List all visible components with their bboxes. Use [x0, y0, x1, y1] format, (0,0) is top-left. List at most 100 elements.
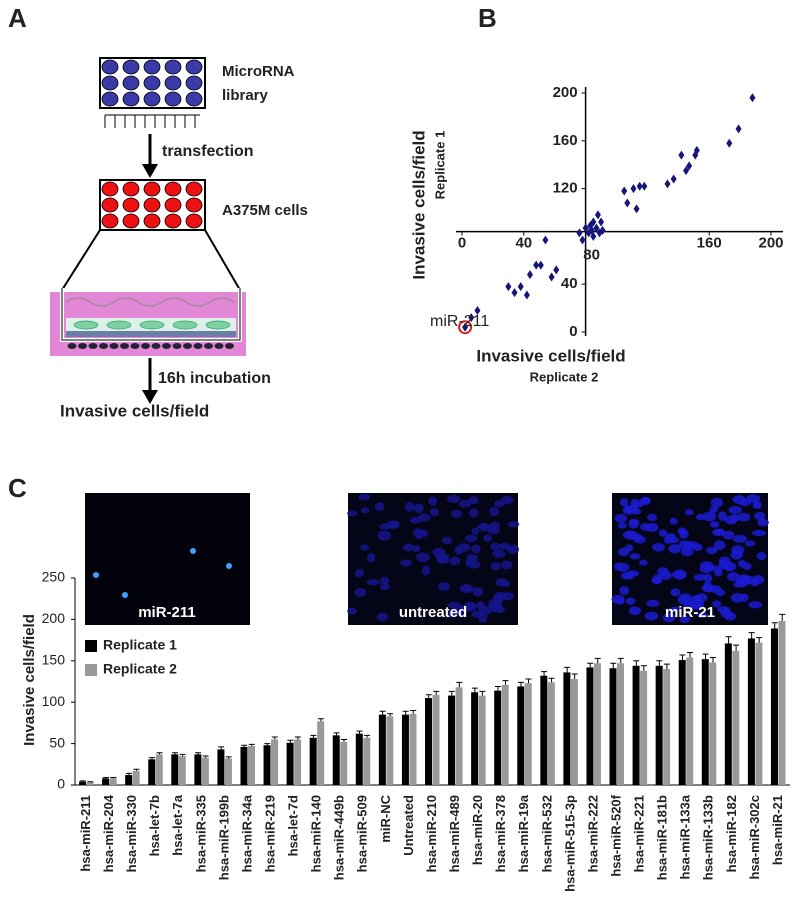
well-dot: [101, 181, 119, 197]
nucleus: [500, 560, 513, 570]
nucleus: [733, 581, 747, 588]
nucleus: [693, 573, 707, 581]
error-bar: [87, 781, 94, 783]
x-tick-label: hsa-miR-489: [447, 795, 462, 872]
bar: [640, 670, 648, 785]
y-tick-label: 250: [42, 569, 66, 585]
cell: [225, 343, 234, 349]
nucleus: [380, 576, 390, 585]
arrowhead: [142, 164, 158, 178]
nucleus: [466, 554, 479, 562]
nucleus: [737, 512, 751, 522]
nucleus: [476, 523, 491, 530]
point: [670, 174, 677, 184]
bar: [271, 739, 279, 785]
cell: [130, 343, 140, 349]
x-tick-label: 0: [458, 235, 466, 252]
nucleus: [670, 588, 681, 597]
nucleus: [614, 513, 628, 523]
nucleus: [457, 543, 471, 552]
error-bar: [587, 662, 594, 668]
nucleus: [414, 503, 424, 514]
zoom-line: [61, 229, 101, 291]
y-axis-subtitle: Replicate 1: [432, 131, 447, 200]
error-bar: [402, 710, 409, 715]
point: [582, 223, 589, 233]
nucleus: [748, 601, 763, 609]
cell: [109, 343, 119, 349]
nucleus: [437, 582, 450, 591]
x-tick-label: hsa-miR-182: [724, 795, 739, 872]
bar: [378, 714, 386, 785]
x-tick-label: 200: [758, 235, 783, 252]
x-tick-label: hsa-miR-34a: [239, 794, 254, 872]
error-bar: [79, 780, 86, 782]
error-bar: [733, 644, 740, 651]
nucleus: [625, 597, 636, 605]
nucleus: [709, 521, 720, 528]
error-bar: [125, 772, 132, 776]
x-tick-label: 80: [583, 247, 600, 264]
bar: [593, 663, 601, 785]
bar: [747, 638, 755, 785]
well-dot: [143, 181, 161, 197]
bar: [224, 758, 232, 785]
error-bar: [525, 678, 532, 684]
nucleus: [723, 562, 737, 572]
nucleus: [93, 572, 99, 578]
error-bar: [387, 713, 394, 717]
nucleus: [414, 532, 423, 540]
x-tick-label: hsa-miR-204: [101, 794, 116, 872]
well-dot: [164, 75, 182, 91]
nucleus: [226, 563, 232, 569]
nucleus: [402, 543, 414, 552]
x-tick-label: hsa-miR-509: [355, 795, 370, 872]
nucleus: [652, 542, 665, 552]
nucleus: [376, 612, 389, 622]
nucleus: [679, 615, 691, 624]
point: [526, 270, 533, 280]
legend-label: Replicate 1: [103, 637, 177, 653]
y-tick-label: 120: [553, 180, 578, 197]
point: [599, 225, 606, 235]
point: [590, 231, 597, 241]
point: [533, 260, 540, 270]
well-dot: [101, 59, 119, 75]
nucleus: [416, 552, 430, 563]
nucleus: [669, 517, 678, 525]
point: [624, 198, 631, 208]
bar: [409, 713, 417, 785]
nucleus: [722, 530, 735, 540]
error-bar: [725, 636, 732, 644]
nucleus: [489, 506, 500, 517]
insert-wall: [61, 288, 241, 341]
bar: [701, 659, 709, 785]
error-bar: [448, 690, 455, 696]
error-bar: [663, 663, 670, 670]
nucleus: [451, 509, 463, 518]
error-bar: [502, 680, 509, 685]
nucleus: [404, 502, 415, 512]
cell: [172, 343, 182, 349]
nucleus: [410, 516, 422, 524]
point: [517, 282, 524, 292]
y-tick-label: 0: [569, 323, 577, 340]
bar: [148, 759, 156, 785]
image-label: miR-21: [665, 604, 715, 621]
error-bar: [202, 755, 209, 758]
point: [692, 150, 699, 160]
error-bar: [640, 665, 647, 671]
nucleus: [498, 542, 511, 550]
nucleus: [658, 571, 672, 580]
nucleus: [492, 594, 503, 604]
error-bar: [610, 662, 617, 669]
nucleus: [647, 513, 658, 522]
nucleus: [641, 497, 651, 506]
well-dot: [122, 91, 140, 107]
cell: [139, 320, 165, 330]
error-bar: [710, 656, 717, 663]
error-bar: [433, 690, 440, 695]
x-tick-label: hsa-miR-210: [424, 795, 439, 872]
x-tick-label: hsa-miR-335: [193, 795, 208, 872]
nucleus: [347, 607, 357, 615]
